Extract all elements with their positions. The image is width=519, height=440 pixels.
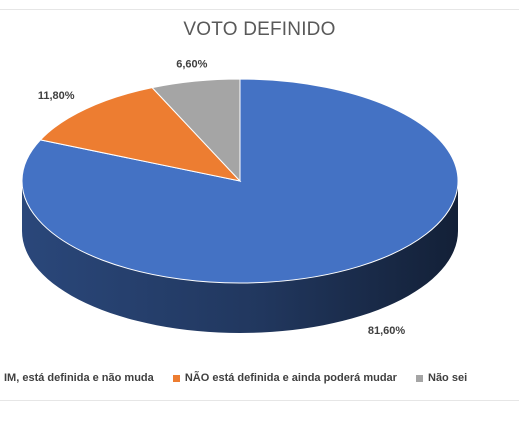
- legend-label-sim: IM, está definida e não muda: [4, 372, 154, 384]
- slice-nao-sei: [151, 78, 241, 183]
- legend-item-nao-sei: Não sei: [416, 372, 467, 384]
- legend-item-sim: IM, está definida e não muda: [0, 372, 154, 384]
- slice-side-sim: [22, 181, 458, 333]
- chart-title: VOTO DEFINIDO: [183, 19, 336, 40]
- data-label-sim: 81,60%: [368, 325, 406, 337]
- legend-label-nao-sei: Não sei: [428, 372, 468, 384]
- legend-item-nao: NÃO está definida e ainda poderá mudar: [172, 372, 397, 384]
- chart-area: [0, 9, 519, 401]
- legend: IM, está definida e não muda NÃO está de…: [0, 372, 483, 385]
- slice-nao: [39, 87, 242, 182]
- data-label-nao-sei: 6,60%: [176, 58, 207, 70]
- legend-swatch-nao: [172, 374, 180, 382]
- legend-label-nao: NÃO está definida e ainda poderá mudar: [184, 372, 397, 384]
- legend-swatch-nao-sei: [416, 374, 423, 382]
- data-label-nao: 11,80%: [38, 90, 75, 102]
